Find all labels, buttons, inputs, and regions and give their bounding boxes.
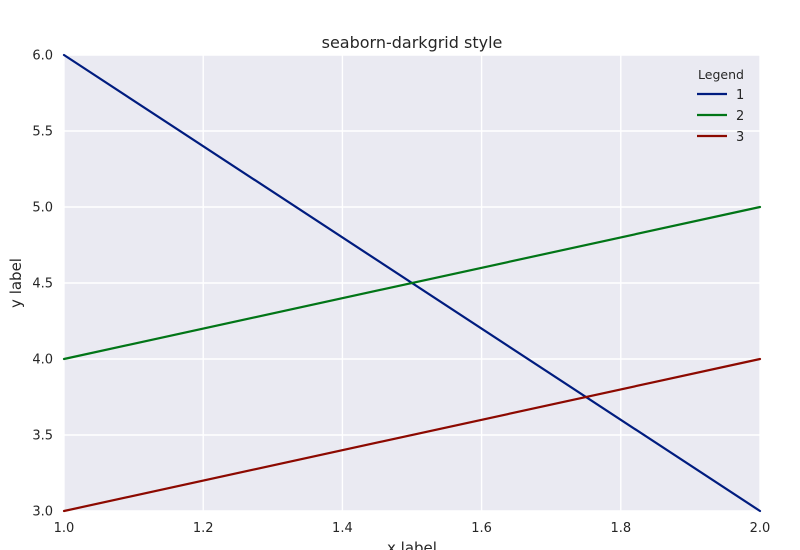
series-line-2 — [62, 205, 762, 361]
y-tick-label: 5.0 — [32, 201, 53, 216]
chart-title: seaborn-darkgrid style — [322, 33, 503, 52]
legend-entry-label: 3 — [736, 130, 744, 145]
series-line-3 — [62, 357, 762, 513]
x-tick-label: 1.0 — [54, 521, 75, 536]
y-tick-labels: 3.0 3.5 4.0 4.5 5.0 5.5 6.0 — [32, 49, 53, 520]
x-tick-label: 1.6 — [471, 521, 492, 536]
x-tick-label: 1.4 — [332, 521, 353, 536]
x-tick-labels: 1.0 1.2 1.4 1.6 1.8 2.0 — [54, 521, 771, 536]
y-tick-label: 5.5 — [32, 125, 53, 140]
y-axis-label: y label — [7, 258, 25, 308]
legend: Legend 1 2 3 — [697, 67, 744, 145]
x-tick-label: 1.8 — [610, 521, 631, 536]
legend-entry-label: 1 — [736, 88, 744, 103]
y-tick-label: 3.0 — [32, 505, 53, 520]
legend-entry-label: 2 — [736, 109, 744, 124]
x-tick-label: 1.2 — [193, 521, 214, 536]
y-tick-label: 4.0 — [32, 353, 53, 368]
x-axis-label: x label — [387, 539, 437, 550]
y-tick-label: 4.5 — [32, 277, 53, 292]
y-tick-label: 3.5 — [32, 429, 53, 444]
series-lines — [62, 53, 762, 513]
legend-title: Legend — [698, 67, 744, 82]
x-tick-label: 2.0 — [750, 521, 771, 536]
y-tick-label: 6.0 — [32, 49, 53, 64]
